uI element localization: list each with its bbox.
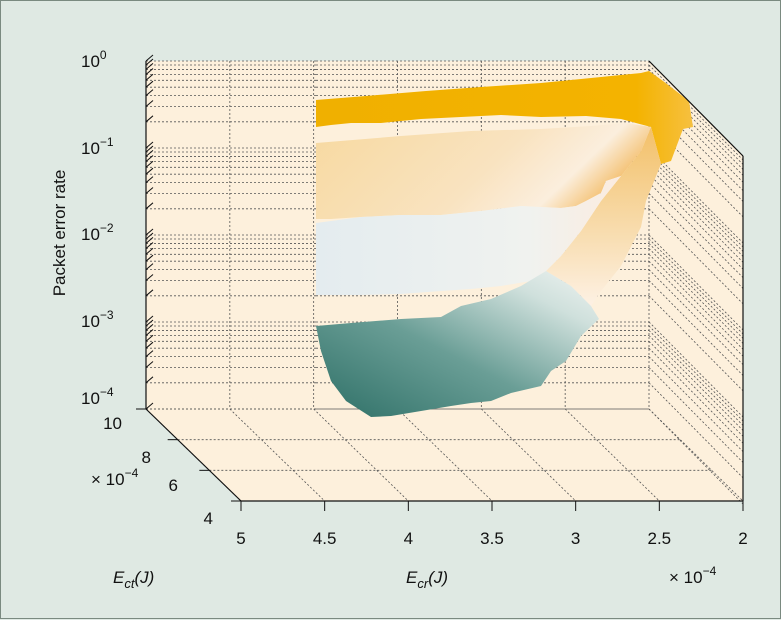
z-tick — [145, 150, 154, 157]
y-tick-label: 10 — [103, 414, 122, 433]
x-tick-label: 2.5 — [648, 529, 672, 548]
z-tick — [145, 247, 154, 255]
z-tick — [145, 232, 154, 240]
y-tick-labels: 10 8 6 4 — [103, 414, 213, 528]
z-tick — [145, 402, 154, 410]
z-tick — [145, 145, 154, 153]
z-tick — [145, 176, 154, 184]
z-tick — [145, 68, 154, 75]
z-tick-label: 10−1 — [81, 135, 114, 158]
z-tick — [145, 54, 154, 62]
x-tick-label: 4 — [404, 529, 413, 548]
z-tick-label: 10−2 — [81, 221, 114, 244]
z-tick — [145, 228, 154, 236]
x-tick-label: 3 — [571, 529, 580, 548]
z-tick — [145, 341, 154, 349]
z-tick — [145, 329, 154, 336]
x-tick-label: 2 — [738, 529, 747, 548]
gridline — [564, 408, 660, 502]
z-tick — [145, 324, 154, 331]
z-tick-labels: 100 10−1 10−2 10−3 10−4 — [81, 48, 114, 408]
x-tick-label: 4.5 — [313, 529, 337, 548]
z-tick — [145, 254, 154, 262]
y-axis-multiplier: × 10−4 — [91, 466, 139, 489]
z-tick-label: 10−3 — [81, 308, 114, 331]
z-tick — [145, 315, 154, 323]
z-tick — [145, 89, 154, 97]
z-tick — [145, 361, 154, 368]
z-tick — [145, 242, 154, 249]
z-tick — [145, 319, 154, 327]
z-tick — [145, 155, 154, 162]
gridline — [481, 408, 576, 502]
z-tick — [145, 63, 154, 70]
z-tick — [145, 263, 154, 271]
y-tick-label: 4 — [204, 509, 213, 528]
z-tick — [145, 100, 154, 107]
z-tick-label: 10−4 — [81, 385, 114, 408]
x-tick-label: 3.5 — [480, 529, 504, 548]
z-tick — [145, 80, 154, 88]
surface-band-mid — [316, 123, 651, 219]
surface — [316, 71, 693, 417]
surface-band-high — [316, 71, 693, 164]
z-tick — [145, 115, 154, 123]
z-tick — [145, 334, 154, 342]
x-axis-multiplier: × 10−4 — [669, 564, 717, 587]
z-tick — [145, 289, 154, 297]
x-axis-label: Ecr(J) — [406, 568, 448, 591]
y-tick-label: 6 — [169, 476, 178, 495]
y-tick-label: 8 — [142, 448, 151, 467]
surface-band-low — [316, 176, 621, 295]
gridline — [397, 408, 493, 502]
z-tick — [145, 58, 154, 66]
z-tick — [145, 167, 154, 175]
y-axis-label: Ect(J) — [113, 568, 154, 591]
x-tick-label: 5 — [236, 529, 245, 548]
z-tick — [145, 73, 154, 81]
z-tick — [145, 141, 154, 149]
z-tick — [145, 202, 154, 210]
x-tick-labels: 5 4.5 4 3.5 3 2.5 2 — [236, 529, 747, 548]
surface-band-right — [546, 127, 661, 306]
z-axis-label: Packet error rate — [50, 170, 69, 297]
tick-marks — [136, 54, 744, 511]
gridline — [648, 408, 744, 502]
z-tick — [145, 376, 154, 384]
z-tick — [145, 274, 154, 281]
z-tick — [145, 187, 154, 194]
z-tick — [145, 160, 154, 168]
z-tick — [145, 237, 154, 244]
z-tick — [145, 350, 154, 358]
surface-band-lowest — [316, 271, 599, 417]
z-tick-label: 100 — [81, 48, 107, 71]
